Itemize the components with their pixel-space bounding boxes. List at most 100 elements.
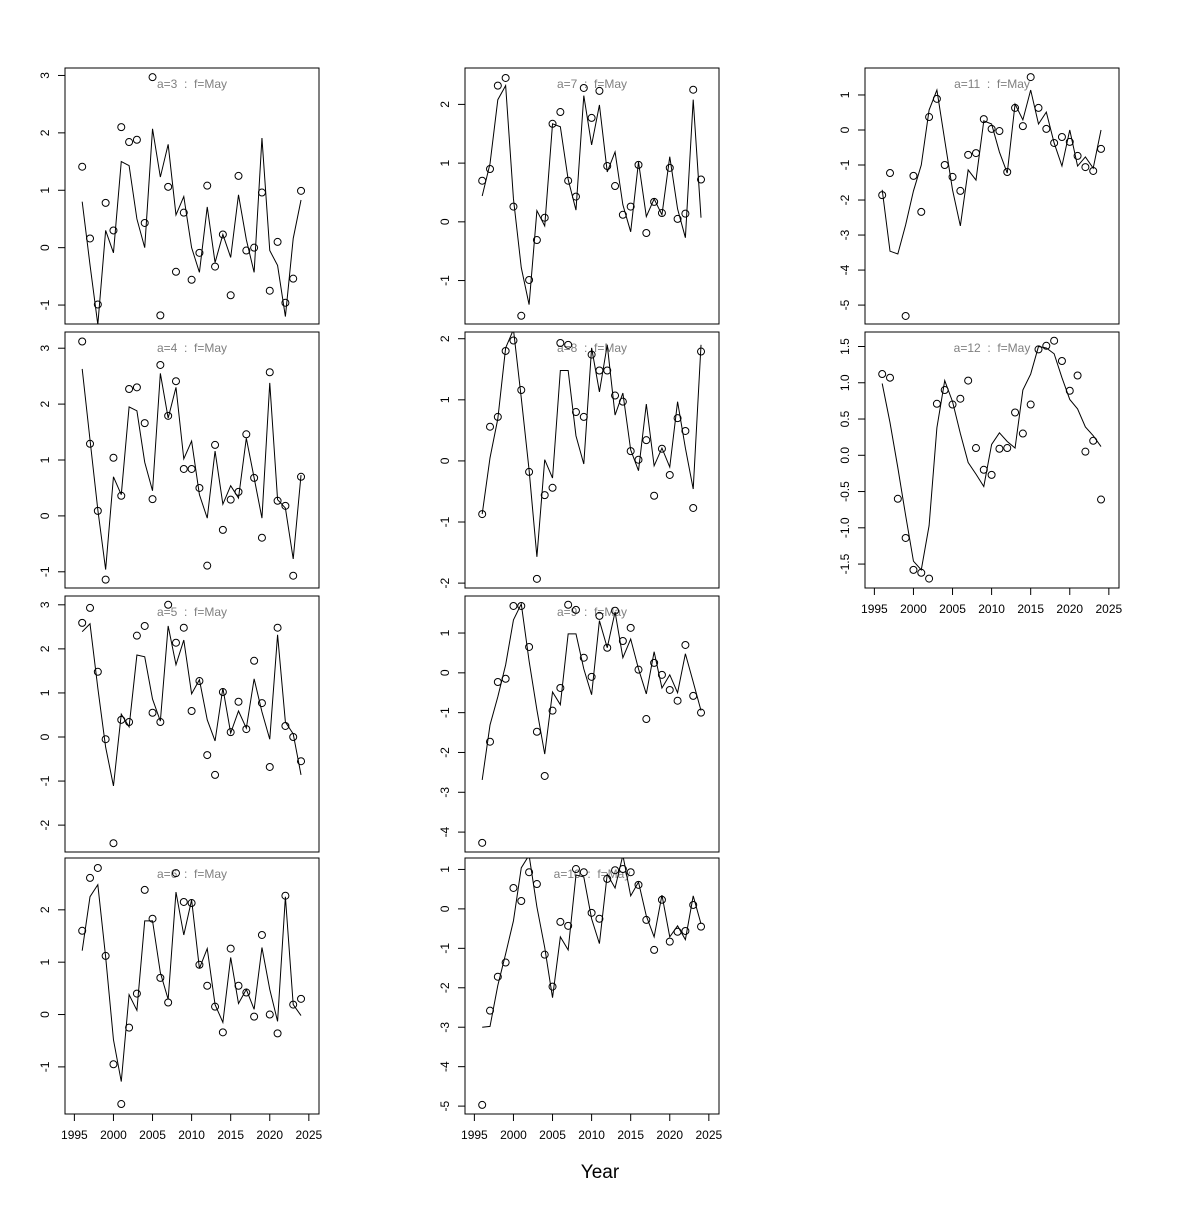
panel-frame (64, 595, 320, 853)
data-point (1003, 168, 1012, 177)
y-tick-label: 1 (838, 91, 852, 98)
data-point (478, 838, 487, 847)
y-tick-label: 0.5 (838, 410, 852, 427)
data-point (211, 770, 220, 779)
x-tick-label: 2010 (578, 1128, 605, 1142)
x-tick-label: 2020 (256, 1128, 283, 1142)
data-point (109, 226, 118, 235)
data-point (226, 944, 235, 953)
data-point (187, 707, 196, 716)
data-point (164, 182, 173, 191)
data-point (211, 262, 220, 271)
panel-frame (864, 331, 1120, 589)
data-point (218, 230, 227, 239)
data-point (109, 1060, 118, 1069)
data-point (273, 237, 282, 246)
data-point (203, 981, 212, 990)
x-tick-label: 1995 (461, 1128, 488, 1142)
data-point (579, 83, 588, 92)
data-point (689, 900, 698, 909)
y-tick-label: 0 (38, 512, 52, 519)
data-point (673, 214, 682, 223)
data-point (1057, 357, 1066, 366)
data-point (665, 163, 674, 172)
data-point (587, 113, 596, 122)
data-point (634, 455, 643, 464)
data-point (657, 444, 666, 453)
y-tick-label: -2 (838, 194, 852, 205)
fitted-line (481, 332, 702, 557)
data-point (1018, 122, 1027, 131)
data-point (540, 491, 549, 500)
data-point (140, 218, 149, 227)
data-point (501, 73, 510, 82)
panel-frame (464, 595, 720, 853)
data-point (297, 186, 306, 195)
panel: a=7 : f=May -1 0 1 2 (438, 67, 720, 325)
data-point (86, 234, 95, 243)
panel-title: a=7 : f=May (557, 77, 627, 91)
y-tick-label: 1 (38, 689, 52, 696)
x-tick-label: 2005 (539, 1128, 566, 1142)
data-point (171, 638, 180, 647)
data-point (109, 453, 118, 462)
data-point (909, 171, 918, 180)
x-tick-label: 2000 (100, 1128, 127, 1142)
data-point (93, 300, 102, 309)
x-tick-label: 2020 (1056, 602, 1083, 616)
fitted-line (81, 368, 302, 570)
data-point (611, 866, 620, 875)
data-point (501, 958, 510, 967)
data-point (681, 426, 690, 435)
data-point (909, 565, 918, 574)
y-tick-label: -1 (438, 707, 452, 718)
panel: a=9 : f=May -4 -3 -2 -1 0 1 (438, 595, 720, 853)
data-point (886, 169, 895, 178)
x-tick-label: 2015 (1017, 602, 1044, 616)
data-point (517, 896, 526, 905)
data-point (179, 208, 188, 217)
data-point (925, 574, 934, 583)
data-point (226, 728, 235, 737)
y-tick-label: 0 (438, 457, 452, 464)
data-point (611, 182, 620, 191)
data-point (164, 998, 173, 1007)
y-tick-label: 1 (38, 959, 52, 966)
data-point (242, 430, 251, 439)
data-point (117, 1100, 126, 1109)
data-point (893, 494, 902, 503)
data-point (1057, 132, 1066, 141)
data-point (665, 685, 674, 694)
y-tick-label: 2 (38, 129, 52, 136)
data-point (218, 1028, 227, 1037)
data-point (509, 601, 518, 610)
data-point (171, 267, 180, 276)
data-point (878, 370, 887, 379)
data-point (218, 525, 227, 534)
panel-title: a=9 : f=May (557, 605, 627, 619)
fitted-line (81, 128, 302, 324)
data-point (117, 123, 126, 132)
data-point (156, 360, 165, 369)
x-axis-label: Year (581, 1162, 620, 1183)
data-point (595, 914, 604, 923)
data-point (234, 697, 243, 706)
y-tick-label: 0 (38, 244, 52, 251)
data-point (257, 188, 266, 197)
data-point (517, 311, 526, 320)
y-tick-label: -1 (38, 299, 52, 310)
data-point (587, 908, 596, 917)
y-tick-label: 1 (38, 456, 52, 463)
data-point (187, 464, 196, 473)
data-point (86, 873, 95, 882)
data-point (603, 366, 612, 375)
data-point (242, 246, 251, 255)
data-point (148, 73, 157, 82)
data-point (987, 470, 996, 479)
data-point (532, 727, 541, 736)
data-point (171, 377, 180, 386)
panel: a=6 : f=May -1 0 1 2 1995 2000 2005 2010 2015 2020… (38, 857, 323, 1142)
data-point (626, 202, 635, 211)
panel-title: a=11 : f=May (954, 77, 1030, 91)
data-point (650, 491, 659, 500)
